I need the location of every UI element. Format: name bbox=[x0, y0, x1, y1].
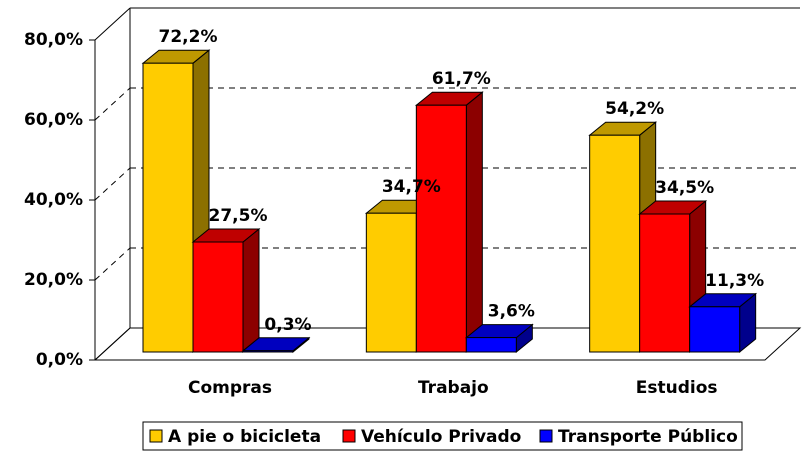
bar-side bbox=[465, 91, 483, 354]
grid-line bbox=[94, 327, 131, 361]
bar bbox=[365, 212, 417, 353]
value-label: 11,3% bbox=[705, 271, 764, 291]
value-label: 34,7% bbox=[382, 177, 441, 197]
bar bbox=[142, 62, 194, 353]
value-label: 54,2% bbox=[605, 99, 664, 119]
y-tick-label: 20,0% bbox=[24, 270, 83, 290]
bar bbox=[639, 213, 691, 353]
legend-swatch bbox=[149, 429, 163, 443]
x-tick-label: Estudios bbox=[636, 378, 718, 398]
grid-line bbox=[94, 7, 131, 41]
y-tick-label: 0,0% bbox=[36, 350, 83, 370]
legend-label: Vehículo Privado bbox=[361, 427, 521, 447]
x-tick-label: Compras bbox=[188, 378, 272, 398]
y-tick-label: 60,0% bbox=[24, 110, 83, 130]
bar-side bbox=[242, 227, 260, 354]
bar bbox=[192, 241, 244, 353]
bar bbox=[689, 306, 741, 353]
bar bbox=[242, 350, 294, 353]
y-tick-label: 80,0% bbox=[24, 30, 83, 50]
value-label: 34,5% bbox=[655, 178, 714, 198]
legend-box bbox=[142, 421, 743, 451]
grid-line bbox=[94, 87, 131, 121]
value-label: 27,5% bbox=[209, 206, 268, 226]
legend-swatch bbox=[539, 429, 553, 443]
legend-label: Transporte Público bbox=[558, 427, 738, 447]
x-tick-label: Trabajo bbox=[418, 378, 489, 398]
legend-swatch bbox=[342, 429, 356, 443]
bar bbox=[415, 104, 467, 353]
legend-label: A pie o bicicleta bbox=[168, 427, 321, 447]
value-label: 72,2% bbox=[159, 27, 218, 47]
value-label: 3,6% bbox=[488, 302, 535, 322]
bar bbox=[589, 134, 641, 353]
grid-line bbox=[94, 167, 131, 201]
value-label: 0,3% bbox=[264, 315, 311, 335]
grid-line bbox=[94, 247, 131, 281]
y-tick-label: 40,0% bbox=[24, 190, 83, 210]
bar bbox=[465, 337, 517, 353]
value-label: 61,7% bbox=[432, 69, 491, 89]
